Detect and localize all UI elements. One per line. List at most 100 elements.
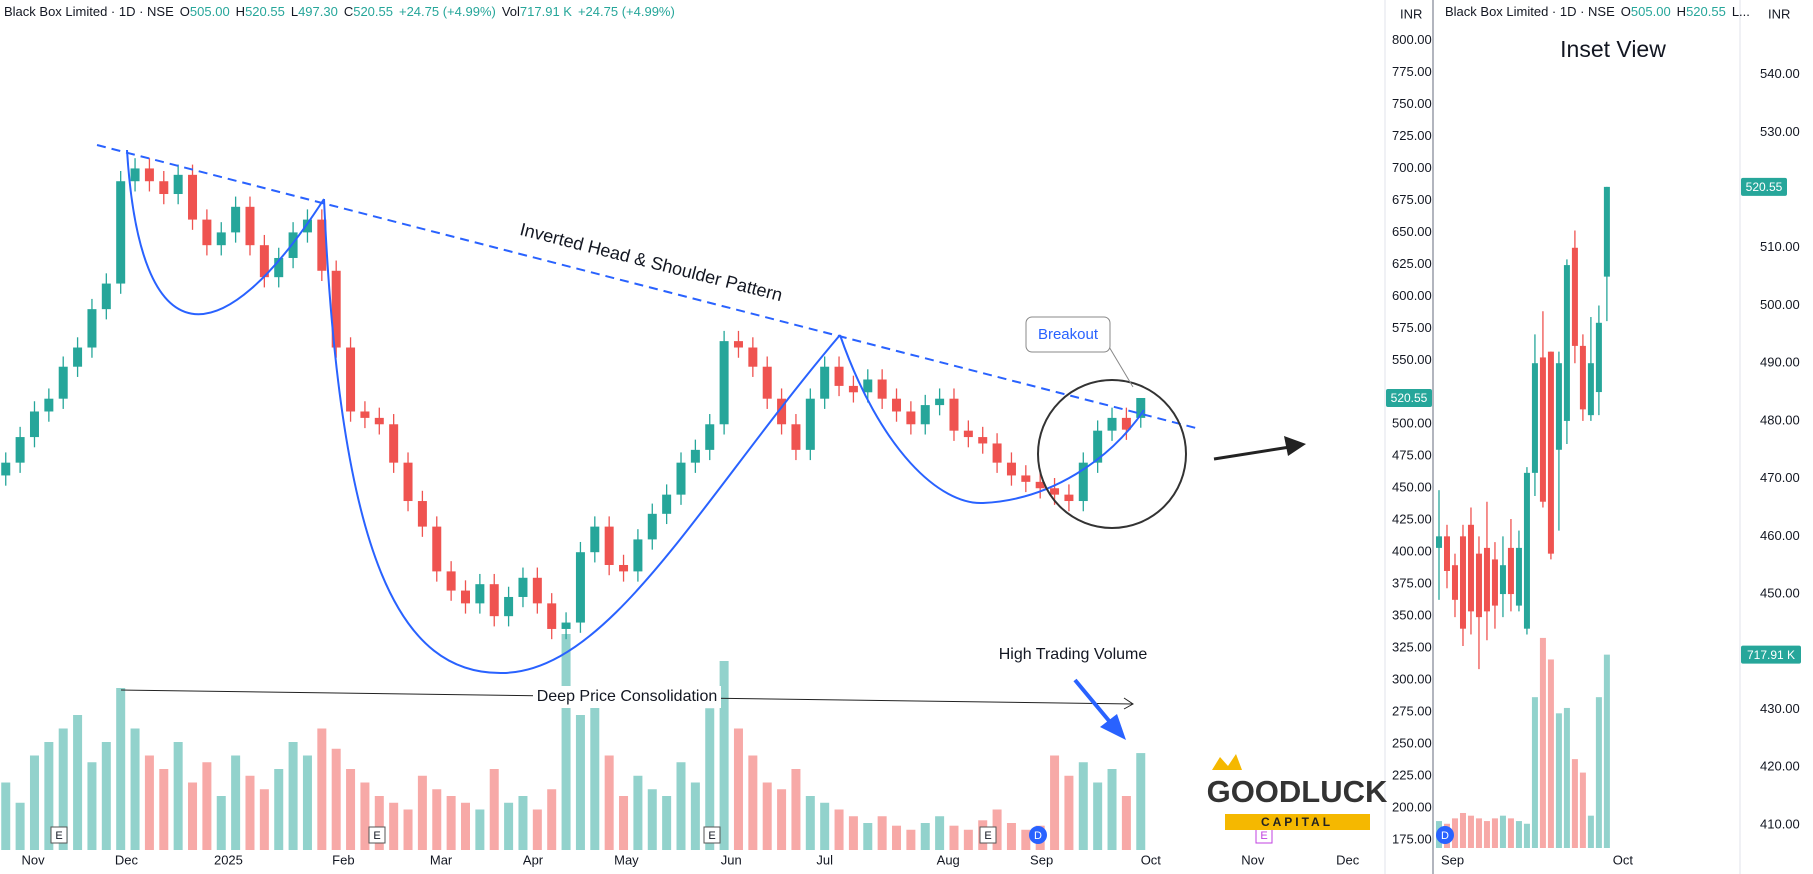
candle-body [475,584,485,604]
dividend-label: D [1441,830,1449,842]
candle-body [374,417,384,425]
currency-label: INR [1768,6,1790,21]
candle-body [1499,565,1506,595]
candle-body [489,584,499,617]
volume-bar [1107,769,1117,850]
x-tick-label: Aug [937,852,960,867]
candle-body [590,526,600,553]
y-tick-label: 540.00 [1760,66,1800,81]
candle-body [604,526,614,565]
candle-body [1435,536,1442,548]
inset-arrow [1213,445,1291,461]
x-tick-label: 2025 [214,852,243,867]
y-tick-label: 650.00 [1392,224,1432,239]
c-label: C [344,4,353,19]
volume-bar [748,755,758,850]
candle-body [1006,462,1016,476]
y-tick-label: 775.00 [1392,64,1432,79]
h-label: H [1677,4,1686,19]
volume-bar [374,796,384,850]
earnings-label: E [984,830,991,842]
volume-bar [1587,815,1594,848]
candle-body [762,366,772,399]
x-tick-label: Oct [1141,852,1162,867]
candle-body [805,398,815,450]
o-label: O [180,4,190,19]
candle-body [15,437,25,463]
inset-arrow-head [1284,436,1306,456]
volume-bar [705,708,715,850]
y-tick-label: 725.00 [1392,128,1432,143]
candle-body [1491,559,1498,606]
currency-label: INR [1400,6,1422,21]
x-tick-label: Apr [523,852,544,867]
candle-body [1555,363,1562,450]
volume-bar [590,701,600,850]
o-label: O [1621,4,1631,19]
candle-body [561,622,571,629]
volume-bar [992,809,1002,850]
volume-bar [87,762,97,850]
candle-body [1,462,11,476]
dividend-marker[interactable] [1029,826,1047,844]
candle-body [432,526,442,572]
candle-body [1587,363,1594,416]
candle-body [1107,417,1117,431]
volume-bar [1021,829,1031,850]
y-tick-label: 325.00 [1392,640,1432,655]
candle-body [848,385,858,393]
candle-body [1443,536,1450,571]
candle-body [690,449,700,463]
y-tick-label: 480.00 [1760,412,1800,427]
candle-body [719,341,729,425]
y-tick-label: 675.00 [1392,192,1432,207]
volume-bar [1136,753,1146,850]
volume-bar [1531,697,1538,848]
candle-body [518,577,528,597]
l-value: 497.30 [298,4,338,19]
candle-body [188,174,198,220]
candle-body [532,577,542,604]
logo-name: GOODLUCK [1207,774,1388,809]
candle-body [173,174,183,195]
earnings-label: E [373,830,380,842]
volume-bar [1539,637,1546,848]
earnings-marker[interactable] [50,826,68,844]
volume-bar [58,728,68,850]
candle-body [1507,547,1514,595]
volume-bar [1523,823,1530,848]
candle-body [662,494,672,514]
candle-body [1603,186,1610,277]
dividend-label: D [1034,830,1042,842]
y-tick-label: 800.00 [1392,32,1432,47]
volume-bar [1563,707,1570,848]
volume-bar [432,789,442,850]
volume-bar [144,755,154,850]
candle-body [892,398,902,412]
candle-body [144,168,154,182]
volume-bar [1078,762,1088,850]
x-tick-label: Mar [430,852,453,867]
earnings-marker[interactable] [979,826,997,844]
inset-title: Inset View [1560,36,1666,62]
symbol: Black Box Limited · 1D · NSE [4,4,174,19]
candle-body [877,379,887,399]
price-tag [1386,388,1432,407]
y-tick-label: 175.00 [1392,831,1432,846]
volume-bar [676,762,686,850]
candle-body [820,366,830,399]
volume-bar [317,728,327,850]
earnings-marker[interactable] [368,826,386,844]
volume-bar [935,816,945,850]
label-bg [533,686,721,708]
candle-body [87,309,97,348]
volume-bar [848,816,858,850]
o-value: 505.00 [190,4,230,19]
neckline [96,144,1197,429]
dividend-marker[interactable] [1436,826,1454,844]
volume-bar [101,742,111,850]
candle-body [460,590,470,604]
candle-body [1064,494,1074,502]
earnings-marker[interactable] [703,826,721,844]
